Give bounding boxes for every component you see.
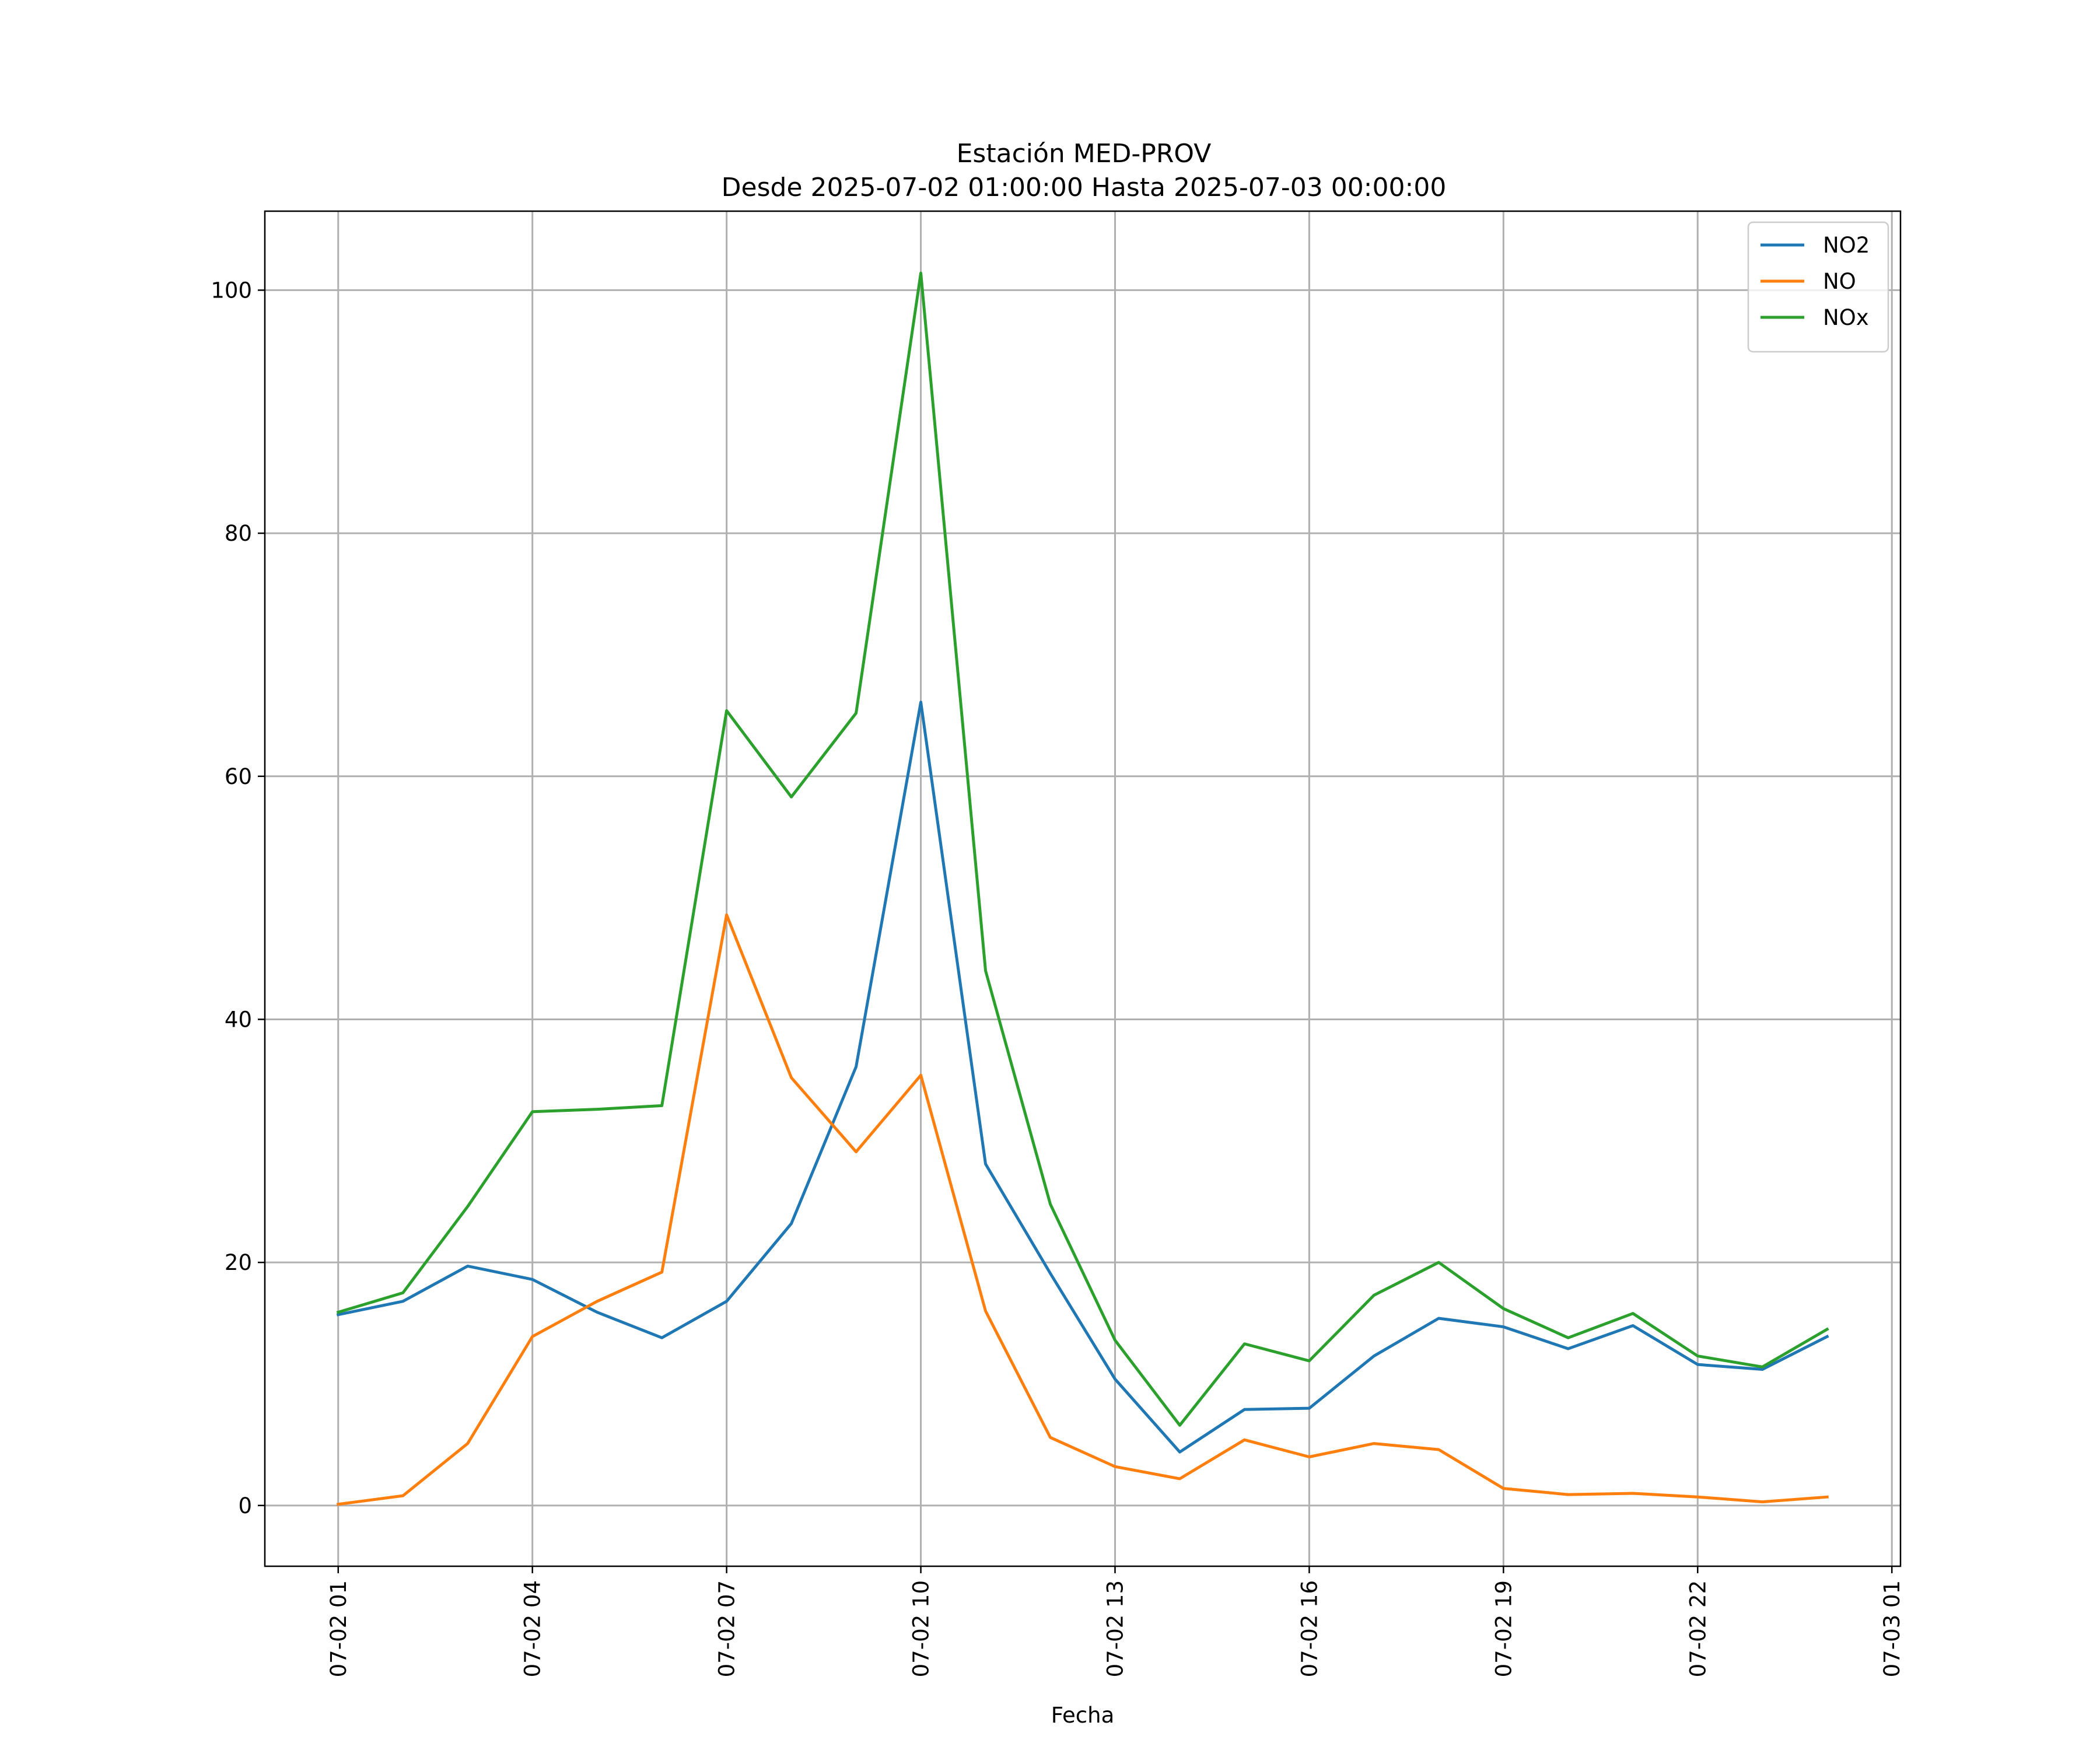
y-tick-label: 0 <box>238 1493 252 1518</box>
data-lines <box>336 271 1829 1506</box>
x-tick-label: 07-02 13 <box>1102 1580 1128 1677</box>
legend-label-no: NO <box>1823 269 1856 294</box>
y-tick-label: 40 <box>225 1007 252 1032</box>
series-line-nox <box>336 271 1829 1427</box>
x-tick-label: 07-02 07 <box>715 1580 740 1677</box>
legend-label-nox: NOx <box>1823 305 1869 330</box>
y-tick-label: 20 <box>225 1250 252 1275</box>
x-tick-label: 07-02 01 <box>326 1580 351 1677</box>
plot-frame <box>264 210 1902 1567</box>
grid <box>265 211 1901 1566</box>
x-tick-label: 07-02 19 <box>1491 1580 1516 1677</box>
y-tick-label: 100 <box>211 278 252 303</box>
x-tick-label: 07-02 10 <box>909 1580 934 1677</box>
chart-subtitle: Desde 2025-07-02 01:00:00 Hasta 2025-07-… <box>722 173 1447 202</box>
series-line-no <box>336 913 1829 1506</box>
x-axis-label: Fecha <box>1051 1703 1115 1728</box>
x-tick-label: 07-02 16 <box>1297 1580 1322 1677</box>
axis-ticks: 07-02 01 07-02 04 07-02 07 07-02 10 07-02 13… <box>211 278 1905 1677</box>
legend: NO2 NO NOx <box>1747 221 1889 353</box>
x-tick-label: 07-03 01 <box>1880 1580 1905 1677</box>
legend-box <box>1747 221 1889 353</box>
y-tick-label: 80 <box>225 521 252 546</box>
x-tick-label: 07-02 22 <box>1685 1580 1710 1677</box>
x-tick-label: 07-02 04 <box>520 1580 545 1677</box>
legend-label-no2: NO2 <box>1823 233 1870 258</box>
y-tick-label: 60 <box>225 764 252 789</box>
chart-title: Estación MED-PROV <box>957 139 1212 169</box>
